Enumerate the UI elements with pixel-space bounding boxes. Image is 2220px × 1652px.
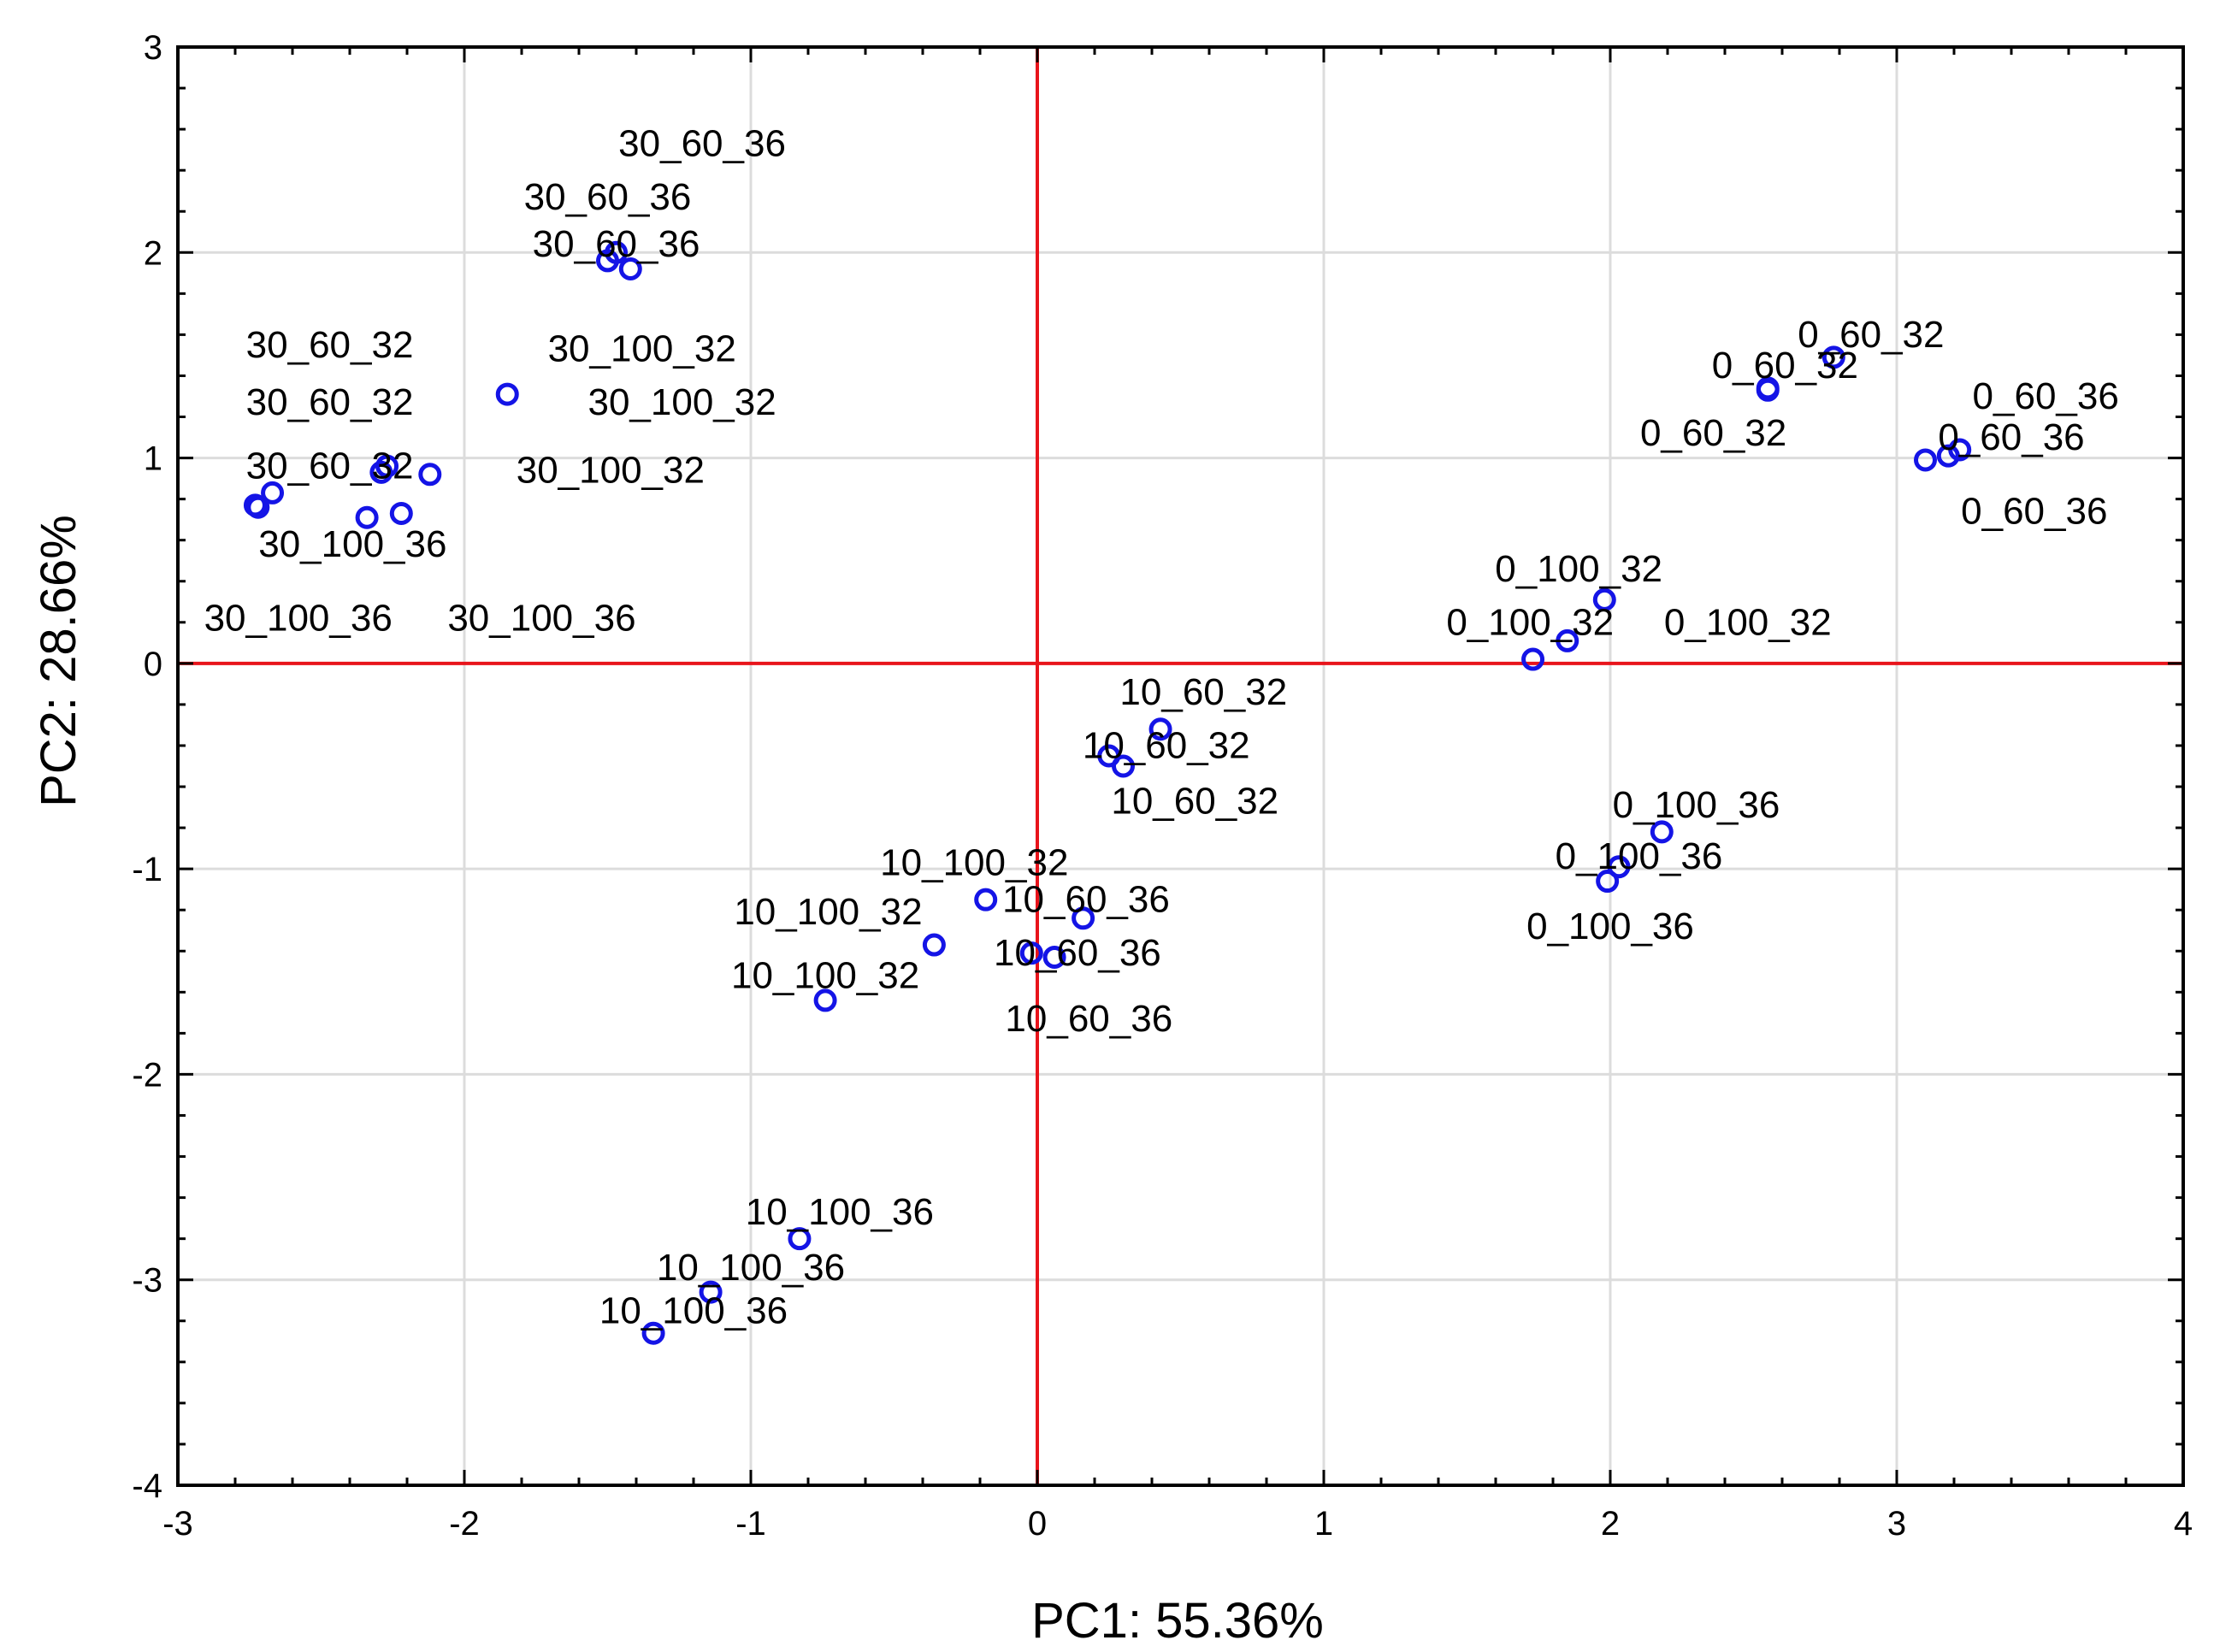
point-label: 0_100_36 (1613, 784, 1780, 826)
x-tick-label: -2 (449, 1505, 480, 1543)
data-point (1042, 945, 1066, 969)
point-label: 0_60_36 (1938, 416, 2084, 458)
data-point (389, 501, 413, 525)
point-label: 10_60_36 (1002, 879, 1170, 921)
data-point (618, 257, 642, 281)
data-point (355, 505, 379, 529)
data-point (1592, 587, 1616, 611)
point-label: 10_100_32 (734, 891, 922, 933)
data-point (1607, 855, 1631, 879)
point-label: 30_60_36 (533, 223, 700, 265)
point-label: 0_60_36 (1961, 491, 2107, 533)
point-label: 0_100_36 (1526, 906, 1694, 947)
data-point (788, 1227, 812, 1251)
y-tick-label: 1 (144, 440, 162, 478)
point-label: 0_60_36 (1973, 375, 2119, 417)
x-tick-label: 3 (1887, 1505, 1906, 1543)
y-tick-label: -1 (132, 851, 162, 888)
point-label: 0_100_32 (1664, 601, 1832, 643)
data-point (974, 888, 998, 912)
point-label: 30_100_36 (204, 597, 393, 639)
data-points (243, 240, 1972, 1345)
point-label: 10_100_36 (657, 1247, 845, 1289)
data-point (1948, 438, 1972, 462)
point-label: 10_60_32 (1119, 671, 1287, 713)
point-label: 30_100_36 (447, 597, 635, 639)
data-point (495, 382, 519, 406)
x-tick-label: 4 (2174, 1505, 2193, 1543)
data-point (922, 933, 946, 957)
point-label: 30_60_36 (618, 122, 786, 164)
axis-ticks (176, 45, 2185, 1487)
y-axis-title: PC2: 28.66% (31, 515, 86, 807)
data-point (1914, 448, 1937, 472)
x-tick-label: 1 (1314, 1505, 1333, 1543)
x-tick-label: 2 (1601, 1505, 1620, 1543)
point-label: 10_100_36 (746, 1191, 934, 1233)
point-label: 10_60_36 (994, 932, 1161, 974)
point-label: 30_60_32 (246, 445, 414, 487)
x-tick-label: -3 (162, 1505, 193, 1543)
data-point (1521, 647, 1545, 671)
plot-frame (176, 45, 2185, 1487)
y-tick-label: 2 (144, 234, 162, 272)
point-label: 10_100_36 (599, 1289, 788, 1331)
point-label: 30_60_32 (246, 381, 414, 423)
y-tick-label: 3 (144, 29, 162, 67)
point-label: 30_60_36 (524, 176, 692, 218)
data-point (375, 454, 399, 478)
data-point (1019, 941, 1043, 965)
point-label: 0_60_32 (1712, 345, 1858, 386)
point-label: 0_100_32 (1495, 548, 1662, 590)
point-label: 0_60_32 (1640, 412, 1786, 454)
y-tick-label: 0 (144, 646, 162, 683)
point-label: 10_100_32 (731, 955, 919, 997)
y-tick-label: -3 (132, 1262, 162, 1300)
data-point (418, 463, 442, 487)
data-point (1821, 345, 1845, 369)
data-point (1650, 820, 1674, 844)
point-label: 10_60_36 (1005, 998, 1172, 1040)
data-point (813, 988, 837, 1012)
point-label: 0_100_36 (1556, 835, 1723, 877)
point-labels: 30_60_36 30_60_36 30_60_36 30_100_32 30_100_… (204, 122, 2119, 1331)
data-point (1756, 376, 1780, 400)
data-point (1072, 906, 1095, 930)
data-point (641, 1321, 665, 1345)
data-point (1556, 628, 1579, 652)
data-point (605, 240, 629, 264)
data-point (1936, 444, 1960, 468)
point-label: 30_100_32 (548, 328, 736, 370)
data-point (243, 493, 267, 517)
y-tick-label: -4 (132, 1467, 162, 1505)
data-point (1112, 754, 1135, 778)
point-label: 10_60_32 (1111, 780, 1278, 822)
point-label: 0_60_32 (1798, 314, 1944, 356)
reference-lines (178, 47, 2183, 1485)
point-label: 0_100_32 (1446, 601, 1614, 643)
data-point (261, 481, 285, 504)
point-label: 30_100_32 (517, 449, 705, 491)
x-tick-label: -1 (735, 1505, 766, 1543)
data-point (699, 1280, 723, 1304)
point-label: 10_60_32 (1083, 724, 1250, 766)
data-point (369, 460, 393, 484)
point-label: 30_60_32 (246, 324, 414, 366)
point-label: 10_100_32 (880, 841, 1068, 883)
point-label: 30_100_32 (587, 381, 776, 423)
data-point (1596, 870, 1620, 894)
y-tick-label: -2 (132, 1056, 162, 1094)
x-tick-label: 0 (1028, 1505, 1047, 1543)
point-label: 30_100_36 (258, 523, 446, 565)
data-point (1148, 717, 1172, 741)
x-axis-title: PC1: 55.36% (1031, 1593, 1324, 1649)
